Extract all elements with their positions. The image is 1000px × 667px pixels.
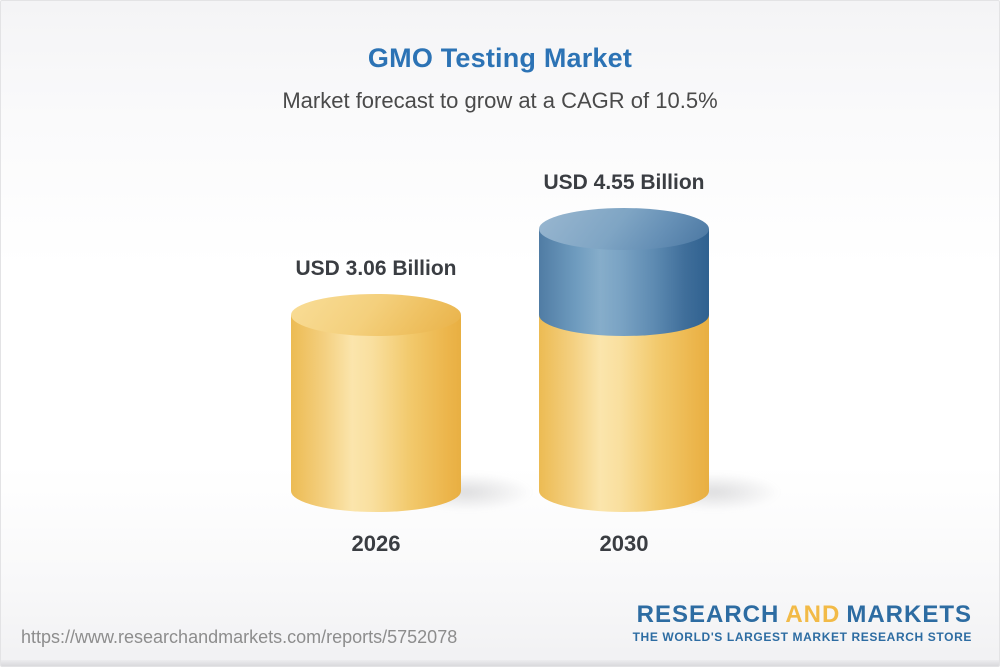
logo-wordmark: RESEARCH AND MARKETS [633,602,972,628]
year-label-2026: 2026 [351,531,401,556]
logo-word-and: AND [785,601,841,628]
logo-word-research: RESEARCH [636,601,780,628]
cylinder-segment-gold-2026 [291,314,461,512]
research-and-markets-logo: RESEARCH AND MARKETS THE WORLD'S LARGEST M… [632,602,972,645]
cylinder-cap-blue-2030 [539,208,709,250]
logo-word-markets: MARKETS [846,601,972,628]
year-label-2030: 2030 [599,531,649,556]
page-subtitle: Market forecast to grow at a CAGR of 10.… [282,88,718,113]
bottom-edge-strip [1,660,999,666]
report-url: https://www.researchandmarkets.com/repor… [21,627,458,647]
value-label-2030: USD 4.55 Billion [543,171,705,194]
cylinder-segment-gold-2030 [539,314,709,512]
value-label-2026: USD 3.06 Billion [295,256,457,280]
logo-tagline: THE WORLD'S LARGEST MARKET RESEARCH STOR… [632,630,972,644]
page-title: GMO Testing Market [367,43,633,73]
cylinder-cap-gold-2026 [291,293,461,336]
